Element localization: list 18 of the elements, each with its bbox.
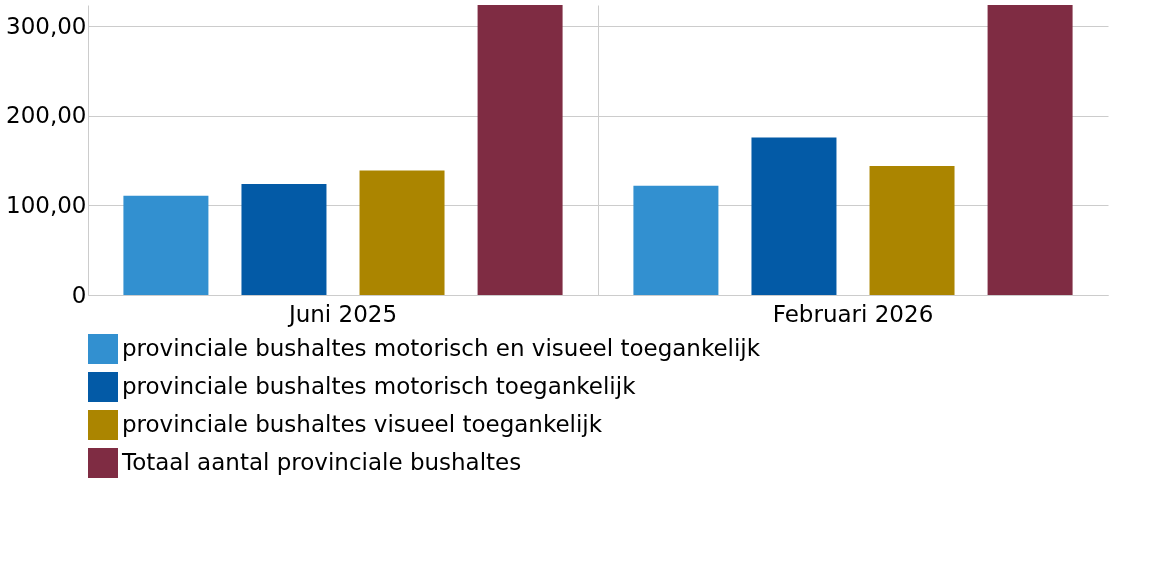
y-tick-label: 100,00	[6, 191, 87, 218]
bar	[751, 137, 837, 295]
bar	[869, 166, 955, 295]
bar	[123, 195, 209, 295]
bar	[633, 185, 719, 295]
bar	[241, 184, 327, 295]
y-tick-label: 200,00	[6, 102, 87, 129]
bar	[987, 5, 1073, 295]
legend-label: Totaal aantal provinciale bushaltes	[121, 449, 522, 475]
y-tick-label: 0	[71, 281, 87, 308]
x-tick-label: Juni 2025	[286, 300, 398, 327]
legend-label: provinciale bushaltes motorisch toegankelijk	[122, 373, 637, 399]
bar	[477, 5, 563, 295]
y-tick-label: 300,00	[6, 12, 87, 39]
bar	[359, 170, 445, 295]
legend-label: provinciale bushaltes motorisch en visueel toegankelijk	[122, 335, 761, 361]
legend-label: provinciale bushaltes visueel toegankelijk	[122, 411, 603, 437]
x-tick-label: Februari 2026	[772, 300, 934, 327]
